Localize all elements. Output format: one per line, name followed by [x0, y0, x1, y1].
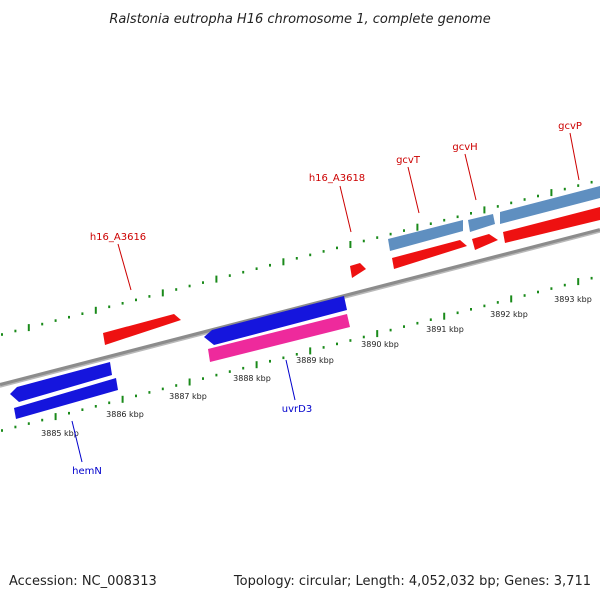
gene-feature-gcvt-lower[interactable]: [392, 240, 467, 269]
ruler-label: 3892 kbp: [490, 310, 528, 319]
gene-labels: h16_A3616 h16_A3618 gcvT gcvH gcvP hemN …: [72, 121, 582, 477]
map-title: Ralstonia eutropha H16 chromosome 1, com…: [109, 12, 490, 27]
gene-feature-gcvh-upper[interactable]: [468, 214, 495, 232]
gene-feature-uvrd3-pink[interactable]: [208, 314, 350, 362]
gene-feature-gcvp-lower[interactable]: [503, 207, 600, 243]
gene-feature-h16-a3616[interactable]: [103, 314, 181, 345]
accession-text: Accession: NC_008313: [9, 574, 157, 589]
gene-label-gcvh[interactable]: gcvH: [452, 142, 477, 153]
gene-label-uvrd3[interactable]: uvrD3: [282, 404, 312, 415]
reverse-strand-features: [10, 296, 350, 419]
ruler-label: 3889 kbp: [296, 356, 334, 365]
ruler-label: 3891 kbp: [426, 325, 464, 334]
forward-strand-blue-features: [388, 186, 600, 251]
ruler-label: 3885 kbp: [41, 429, 79, 438]
gene-label-h16-a3616[interactable]: h16_A3616: [90, 232, 146, 243]
gene-label-gcvt[interactable]: gcvT: [396, 155, 421, 166]
gene-label-hemn[interactable]: hemN: [72, 466, 102, 477]
ruler-label: 3887 kbp: [169, 392, 207, 401]
gene-feature-gcvt-upper[interactable]: [388, 220, 463, 251]
inner-tick-track: [1, 276, 593, 432]
ruler-label: 3890 kbp: [361, 340, 399, 349]
gene-feature-uvrd3-blue[interactable]: [204, 296, 347, 345]
label-leader-lines: [71, 132, 580, 463]
forward-strand-red-features: [103, 207, 600, 345]
gene-feature-gcvh-lower[interactable]: [472, 234, 498, 250]
gene-feature-h16-a3618[interactable]: [350, 263, 366, 278]
ruler-labels: 3885 kbp 3886 kbp 3887 kbp 3888 kbp 3889…: [41, 295, 592, 438]
topology-summary-text: Topology: circular; Length: 4,052,032 bp…: [233, 574, 591, 589]
ruler-label: 3893 kbp: [554, 295, 592, 304]
ruler-label: 3886 kbp: [106, 410, 144, 419]
gene-feature-hemn-lower[interactable]: [14, 378, 118, 419]
gene-feature-gcvp-upper[interactable]: [500, 186, 600, 224]
ruler-label: 3888 kbp: [233, 374, 271, 383]
outer-tick-track: [1, 180, 593, 336]
gene-label-gcvp[interactable]: gcvP: [558, 121, 582, 132]
gene-label-h16-a3618[interactable]: h16_A3618: [309, 173, 365, 184]
gene-feature-hemn-upper[interactable]: [10, 362, 112, 402]
